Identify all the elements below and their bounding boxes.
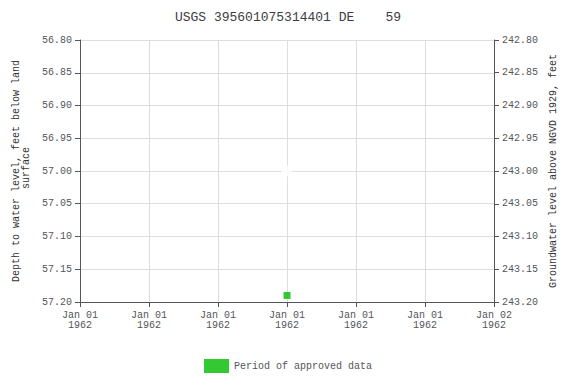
svg-text:57.15: 57.15 xyxy=(42,264,72,275)
svg-text:Depth to water level, feet bel: Depth to water level, feet below land xyxy=(10,60,22,282)
svg-text:242.80: 242.80 xyxy=(502,35,538,46)
svg-text:1962: 1962 xyxy=(344,320,368,331)
svg-text:57.10: 57.10 xyxy=(42,231,72,242)
svg-text:243.05: 243.05 xyxy=(502,198,538,209)
svg-text:57.05: 57.05 xyxy=(42,198,72,209)
svg-text:242.90: 242.90 xyxy=(502,100,538,111)
svg-text:1962: 1962 xyxy=(482,320,506,331)
svg-text:242.85: 242.85 xyxy=(502,67,538,78)
svg-text:Jan 01: Jan 01 xyxy=(269,309,305,321)
svg-text:57.20: 57.20 xyxy=(42,297,72,308)
svg-text:Jan 01: Jan 01 xyxy=(407,309,443,321)
svg-text:56.95: 56.95 xyxy=(42,133,72,144)
svg-text:1962: 1962 xyxy=(137,320,161,331)
svg-text:Groundwater level above NGVD 1: Groundwater level above NGVD 1929, feet xyxy=(548,54,559,288)
svg-text:Jan 01: Jan 01 xyxy=(338,309,374,321)
svg-text:USGS 395601075314401 DE 59: USGS 395601075314401 DE 59 xyxy=(175,10,401,25)
svg-text:243.10: 243.10 xyxy=(502,231,538,242)
svg-text:57.00: 57.00 xyxy=(42,166,72,177)
svg-text:242.95: 242.95 xyxy=(502,133,538,144)
svg-text:Period of approved data: Period of approved data xyxy=(234,361,372,372)
svg-text:1962: 1962 xyxy=(68,320,92,331)
svg-text:243.15: 243.15 xyxy=(502,264,538,275)
svg-text:1962: 1962 xyxy=(206,320,230,331)
svg-text:243.20: 243.20 xyxy=(502,297,538,308)
svg-text:56.80: 56.80 xyxy=(42,35,72,46)
svg-text:243.00: 243.00 xyxy=(502,166,538,177)
svg-text:Jan 01: Jan 01 xyxy=(62,309,98,321)
svg-text:1962: 1962 xyxy=(275,320,299,331)
svg-text:surface: surface xyxy=(21,147,32,195)
svg-text:Jan 02: Jan 02 xyxy=(476,309,512,321)
svg-text:1962: 1962 xyxy=(413,320,437,331)
svg-text:56.85: 56.85 xyxy=(42,67,72,78)
svg-text:Jan 01: Jan 01 xyxy=(200,309,236,321)
svg-text:Jan 01: Jan 01 xyxy=(131,309,167,321)
svg-text:56.90: 56.90 xyxy=(42,100,72,111)
